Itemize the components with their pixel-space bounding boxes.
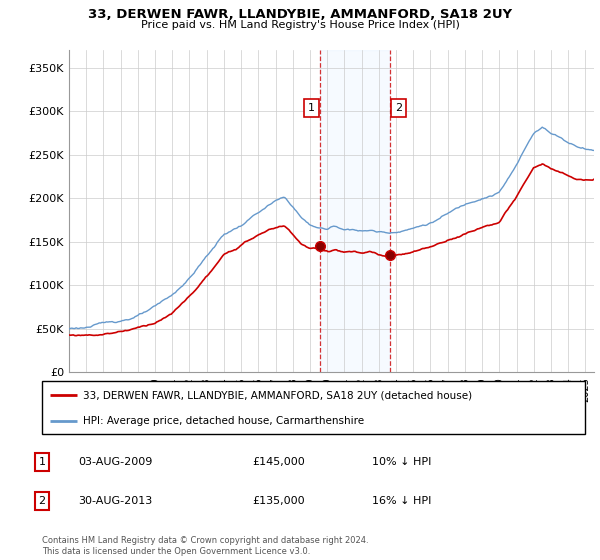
Text: 1: 1: [38, 457, 46, 467]
Text: 33, DERWEN FAWR, LLANDYBIE, AMMANFORD, SA18 2UY: 33, DERWEN FAWR, LLANDYBIE, AMMANFORD, S…: [88, 8, 512, 21]
Text: HPI: Average price, detached house, Carmarthenshire: HPI: Average price, detached house, Carm…: [83, 416, 364, 426]
Text: 16% ↓ HPI: 16% ↓ HPI: [372, 496, 431, 506]
Text: Contains HM Land Registry data © Crown copyright and database right 2024.
This d: Contains HM Land Registry data © Crown c…: [42, 536, 368, 556]
Text: 33, DERWEN FAWR, LLANDYBIE, AMMANFORD, SA18 2UY (detached house): 33, DERWEN FAWR, LLANDYBIE, AMMANFORD, S…: [83, 390, 472, 400]
Text: Price paid vs. HM Land Registry's House Price Index (HPI): Price paid vs. HM Land Registry's House …: [140, 20, 460, 30]
Text: 1: 1: [308, 104, 315, 113]
Bar: [320, 50, 390, 372]
Text: 2: 2: [38, 496, 46, 506]
Text: £135,000: £135,000: [252, 496, 305, 506]
Text: 03-AUG-2009: 03-AUG-2009: [78, 457, 152, 467]
Text: £145,000: £145,000: [252, 457, 305, 467]
Text: 10% ↓ HPI: 10% ↓ HPI: [372, 457, 431, 467]
Text: 2: 2: [395, 104, 403, 113]
Text: 30-AUG-2013: 30-AUG-2013: [78, 496, 152, 506]
